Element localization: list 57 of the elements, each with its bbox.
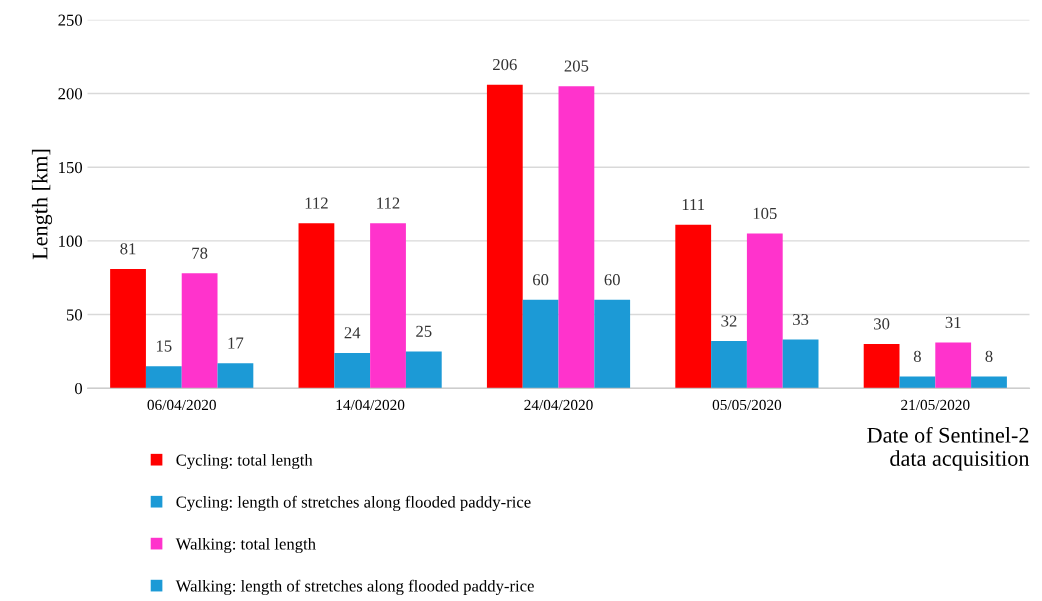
data-label: 32 [721, 315, 737, 327]
y-tick-label: 250 [58, 14, 83, 26]
data-label: 33 [793, 313, 809, 326]
bar [486, 84, 523, 389]
bar [711, 341, 747, 389]
data-label: 31 [945, 316, 961, 329]
bar [145, 366, 182, 389]
data-label: 78 [192, 247, 208, 259]
bar [217, 363, 254, 389]
data-label: 60 [604, 274, 620, 286]
legend-label: Cycling: total length [176, 453, 313, 470]
y-tick-label: 50 [66, 309, 83, 321]
data-label: 8 [985, 350, 993, 362]
bar [334, 352, 371, 389]
data-label: 8 [913, 350, 921, 362]
x-tick-label: 24/04/2020 [524, 399, 593, 411]
y-tick-label: 200 [58, 88, 83, 100]
bar [782, 339, 819, 389]
data-label: 60 [533, 274, 549, 286]
data-label: 30 [874, 318, 890, 330]
x-tick-label: 14/04/2020 [336, 399, 405, 411]
data-label: 111 [682, 199, 705, 211]
legend-label: Walking: length of stretches along flooded paddy-rice [175, 579, 534, 596]
x-tick-label: 06/04/2020 [147, 399, 216, 411]
data-label: 25 [416, 325, 432, 337]
data-label: 17 [228, 337, 244, 349]
bar [558, 86, 595, 389]
legend-label: Cycling: length of stretches along flooded paddy-rice [176, 495, 531, 512]
y-axis-title: Length [km] [31, 149, 53, 260]
data-label: 112 [305, 197, 328, 209]
bar [522, 299, 559, 389]
bar [675, 224, 712, 389]
x-axis-title: Date of Sentinel-2 data acquisition [867, 426, 1030, 471]
y-tick-label: 0 [74, 382, 83, 395]
bar [935, 342, 972, 389]
bar [298, 223, 335, 389]
bar [405, 351, 442, 389]
bar [971, 376, 1007, 389]
data-label: 24 [344, 327, 361, 339]
data-label: 112 [377, 197, 400, 209]
bar [863, 344, 900, 389]
x-tick-label: 05/05/2020 [712, 399, 782, 411]
bar [899, 376, 936, 389]
data-label: 15 [156, 340, 172, 352]
data-label: 206 [493, 58, 517, 71]
bar [746, 233, 783, 389]
x-tick-label: 21/05/2020 [901, 399, 970, 411]
bar [594, 299, 631, 389]
bar [110, 268, 146, 389]
bar [181, 273, 218, 389]
data-label: 205 [564, 60, 589, 72]
data-label: 81 [120, 243, 136, 255]
data-label: 105 [753, 207, 777, 220]
y-tick-label: 150 [59, 161, 83, 174]
legend-label: Walking: total length [175, 537, 316, 554]
bar [370, 223, 406, 389]
y-tick-label: 100 [59, 235, 83, 247]
